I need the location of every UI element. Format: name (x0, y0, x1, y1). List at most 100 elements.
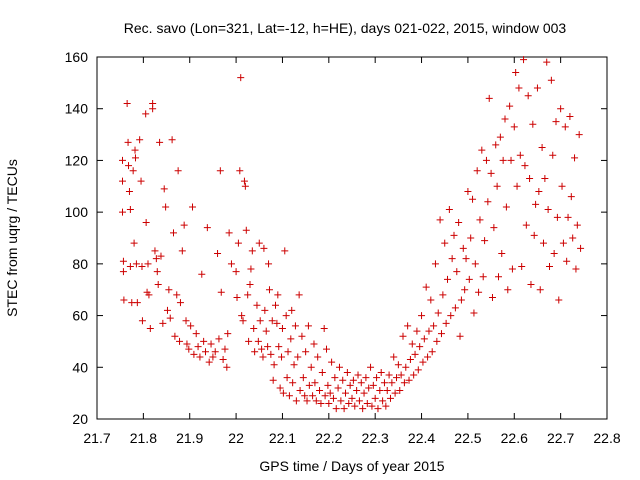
data-point (391, 389, 399, 397)
data-point (390, 353, 398, 361)
data-point (365, 384, 373, 392)
data-point (325, 399, 333, 407)
data-point (382, 402, 390, 410)
data-point (223, 363, 231, 371)
x-axis: 21.7 21.8 21.9 22 22.1 22.2 22.3 22.4 22.5 22.6 22… (83, 57, 621, 446)
data-point (404, 322, 412, 330)
data-point (255, 239, 263, 247)
data-point (520, 56, 528, 64)
data-point (546, 262, 554, 270)
data-point (459, 244, 467, 252)
data-point (207, 340, 215, 348)
data-point (513, 182, 521, 190)
data-point (492, 141, 500, 149)
data-point (236, 167, 244, 175)
data-point (502, 203, 510, 211)
data-point (419, 358, 427, 366)
data-point (260, 244, 268, 252)
data-point (386, 394, 394, 402)
data-point (561, 123, 569, 131)
data-point (123, 100, 131, 108)
data-point (487, 169, 495, 177)
data-point (354, 371, 362, 379)
data-point (566, 112, 574, 120)
x-tick-label: 22.7 (547, 430, 574, 446)
data-point (262, 327, 270, 335)
data-point (232, 268, 240, 276)
data-point (296, 387, 304, 395)
data-point (416, 343, 424, 351)
data-point (393, 374, 401, 382)
data-point (488, 293, 496, 301)
data-point (194, 343, 202, 351)
data-point (291, 322, 299, 330)
data-point (499, 156, 507, 164)
data-point (373, 374, 381, 382)
x-tick-label: 22.5 (454, 430, 481, 446)
data-point (219, 356, 227, 364)
data-point (420, 335, 428, 343)
data-point (396, 387, 404, 395)
x-tick-label: 22 (228, 430, 244, 446)
data-point (265, 286, 273, 294)
data-point (516, 151, 524, 159)
data-point (270, 361, 278, 369)
data-point (478, 146, 486, 154)
data-point (369, 381, 377, 389)
data-point (332, 405, 340, 413)
data-point (138, 317, 146, 325)
y-tick-label: 120 (65, 152, 89, 168)
data-point (160, 185, 168, 193)
data-point (233, 293, 241, 301)
data-point (512, 69, 520, 77)
data-point (312, 397, 320, 405)
data-point (524, 92, 532, 100)
data-point (159, 319, 167, 327)
data-point (261, 306, 269, 314)
data-point (533, 84, 541, 92)
data-point (349, 376, 357, 384)
data-point (394, 361, 402, 369)
data-point (433, 337, 441, 345)
data-point (441, 239, 449, 247)
data-point (265, 260, 273, 268)
data-point (527, 281, 535, 289)
data-point (544, 206, 552, 214)
data-point (410, 371, 418, 379)
data-point (241, 182, 249, 190)
data-point (571, 154, 579, 162)
data-point (506, 102, 514, 110)
data-point (209, 353, 217, 361)
data-point (501, 115, 509, 123)
data-point (283, 374, 291, 382)
data-point (152, 255, 160, 263)
data-point (153, 268, 161, 276)
data-point (346, 381, 354, 389)
data-point (151, 247, 159, 255)
data-point (564, 213, 572, 221)
data-point (192, 330, 200, 338)
y-tick-label: 100 (65, 204, 89, 220)
y-tick-label: 160 (65, 49, 89, 65)
data-point (331, 374, 339, 382)
data-point (154, 281, 162, 289)
data-point (225, 229, 233, 237)
data-point (515, 84, 523, 92)
data-point (264, 343, 272, 351)
data-point (485, 94, 493, 102)
data-point (324, 381, 332, 389)
data-point (221, 345, 229, 353)
data-point (302, 348, 310, 356)
data-point (405, 376, 413, 384)
data-point (572, 265, 580, 273)
data-point (304, 322, 312, 330)
data-point (418, 312, 426, 320)
data-point (543, 58, 551, 66)
data-point (303, 397, 311, 405)
data-point (259, 353, 267, 361)
data-point (142, 110, 150, 118)
data-point (295, 291, 303, 299)
data-point (162, 203, 170, 211)
data-point (246, 281, 254, 289)
